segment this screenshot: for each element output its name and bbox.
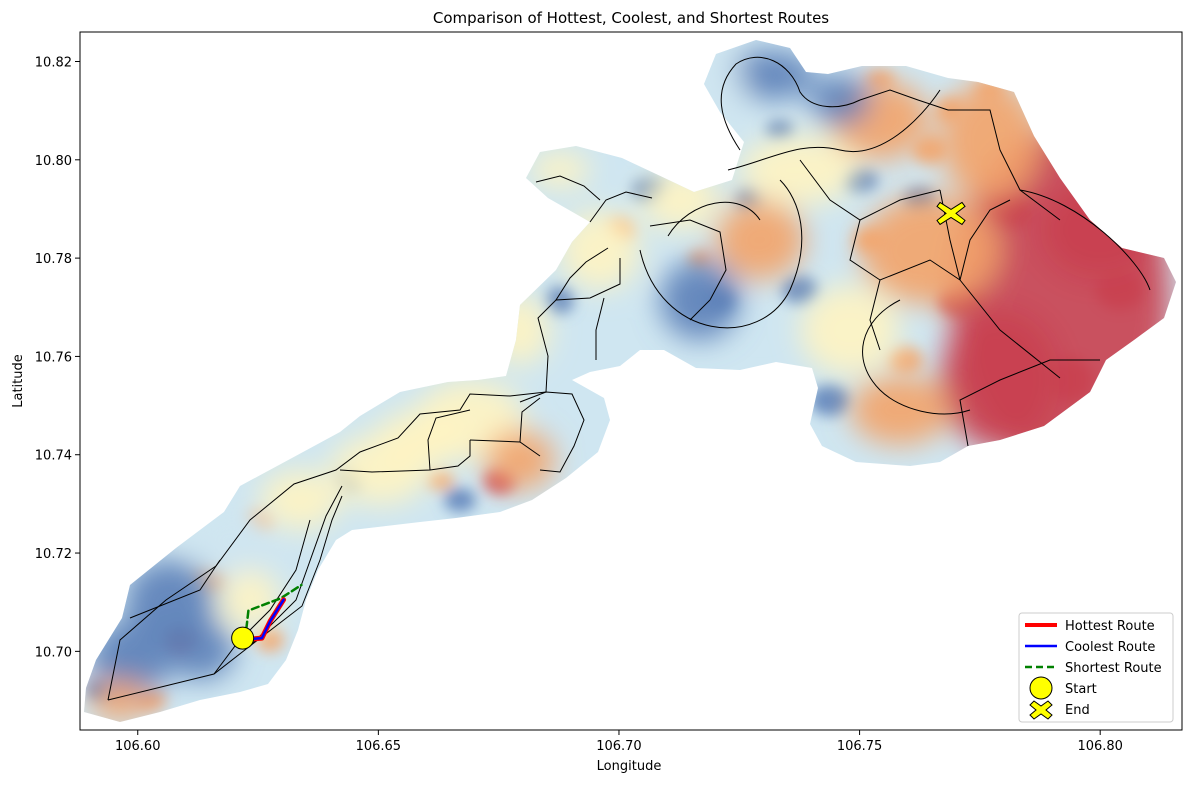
heat-blob	[744, 318, 776, 342]
plot-area	[84, 40, 1176, 722]
district-boundary	[959, 279, 1061, 379]
district-boundary	[535, 175, 601, 201]
heat-blob	[530, 152, 590, 188]
district-boundary	[519, 397, 541, 443]
heat-blob	[695, 55, 745, 125]
end-marker	[936, 201, 966, 226]
district-boundary	[959, 199, 1011, 281]
y-tick-label: 10.74	[35, 449, 72, 464]
district-boundaries	[107, 56, 1151, 701]
heat-blob	[715, 200, 805, 280]
legend-start-marker	[1029, 676, 1053, 700]
legend-box	[1018, 612, 1174, 723]
heat-blob	[887, 346, 923, 374]
y-tick-label: 10.76	[35, 350, 72, 365]
y-tick-label: 10.78	[35, 252, 72, 267]
heat-blob	[660, 260, 740, 340]
legend-end-marker	[1029, 700, 1053, 720]
heat-blob	[90, 680, 150, 720]
x-tick-label: 106.75	[837, 739, 883, 754]
district-boundary	[1019, 189, 1151, 291]
heat-blob	[800, 285, 900, 375]
x-tick-label: 106.65	[356, 739, 402, 754]
plot-frame	[79, 31, 1183, 731]
heat-blob	[810, 384, 850, 416]
heat-blob	[125, 560, 215, 640]
heat-blob	[782, 276, 818, 304]
heat-blob	[850, 375, 950, 445]
district-boundary	[727, 89, 941, 171]
start-marker	[231, 626, 255, 650]
district-boundary	[249, 495, 343, 647]
y-axis: 10.70 10.72 10.74 10.76 10.78 10.80 10.82	[35, 55, 80, 660]
district-boundary	[720, 56, 861, 151]
district-boundary	[213, 519, 311, 675]
district-boundary	[948, 109, 1061, 221]
district-boundary	[339, 440, 471, 473]
x-tick-label: 106.70	[596, 739, 642, 754]
heat-blob	[485, 430, 555, 490]
district-boundary	[107, 485, 343, 701]
heat-blob	[190, 505, 270, 575]
heat-blob	[330, 435, 430, 505]
heat-blob	[912, 136, 948, 164]
legend-start-label: Start	[1065, 682, 1097, 697]
x-axis-label: Longitude	[597, 759, 662, 774]
heat-blob	[860, 195, 1000, 305]
district-boundary	[555, 247, 609, 301]
chart-title: Comparison of Hottest, Coolest, and Shor…	[433, 9, 829, 27]
district-boundary	[862, 299, 971, 415]
legend-hottest-label: Hottest Route	[1065, 619, 1155, 634]
heat-blob	[766, 120, 794, 140]
y-tick-label: 10.72	[35, 547, 72, 562]
legend: Hottest Route Coolest Route Shortest Rou…	[1018, 612, 1174, 723]
heat-layer	[86, 50, 1170, 720]
district-boundary	[427, 409, 471, 471]
heat-blob	[725, 50, 815, 100]
markers-layer	[231, 201, 966, 650]
district-boundary	[649, 219, 727, 321]
district-boundary	[959, 359, 1100, 447]
district-boundary	[519, 391, 547, 403]
y-tick-label: 10.82	[35, 55, 72, 70]
y-tick-label: 10.70	[35, 645, 72, 660]
district-boundary	[667, 201, 761, 237]
heat-blob	[90, 620, 170, 700]
shortest-route-line	[243, 583, 303, 641]
heat-blob	[940, 80, 1040, 200]
y-axis-label: Latitude	[11, 354, 26, 408]
district-boundary	[589, 191, 653, 223]
district-boundary	[595, 297, 605, 360]
district-boundary	[869, 279, 881, 351]
heat-blob	[444, 488, 476, 512]
legend-coolest-label: Coolest Route	[1065, 640, 1155, 655]
heat-blob	[165, 620, 235, 680]
heat-blob	[560, 210, 640, 290]
district-boundary	[859, 89, 949, 111]
heat-blob	[426, 470, 454, 490]
heat-blob	[260, 470, 340, 530]
district-boundary	[129, 559, 221, 619]
heat-blob	[740, 135, 860, 205]
district-boundary	[639, 179, 803, 329]
x-tick-label: 106.60	[115, 739, 161, 754]
heat-blob	[810, 75, 870, 125]
legend-end-label: End	[1065, 703, 1090, 718]
x-tick-label: 106.80	[1077, 739, 1123, 754]
x-axis: 106.60 106.65 106.70 106.75 106.80	[115, 730, 1123, 754]
y-tick-label: 10.80	[35, 154, 72, 169]
legend-shortest-label: Shortest Route	[1065, 661, 1162, 676]
heat-blob	[586, 170, 614, 190]
